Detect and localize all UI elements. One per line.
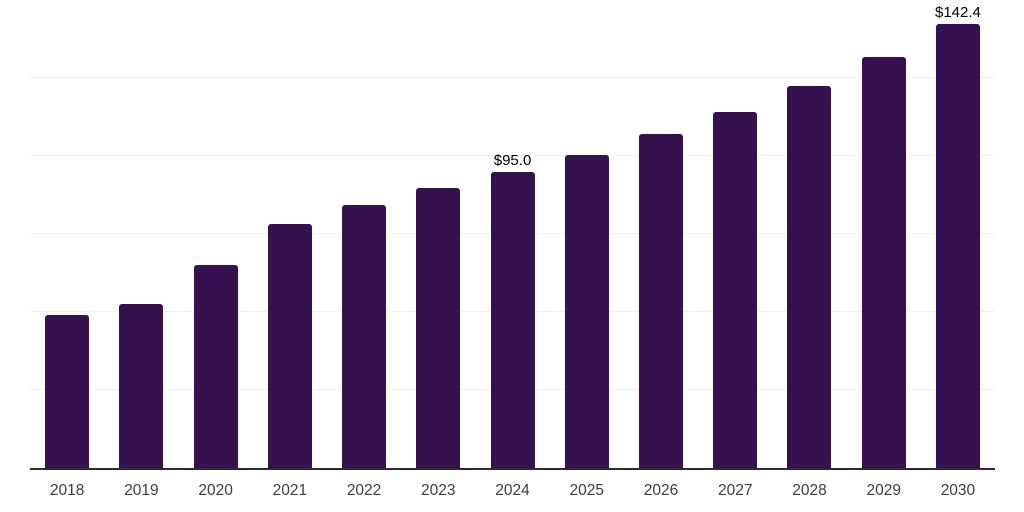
x-tick-label: 2024: [495, 482, 530, 499]
x-tick-label: 2025: [569, 482, 604, 499]
bars: $95.0 $142.4: [30, 0, 995, 468]
gridline: [30, 155, 995, 156]
bar-slot: [178, 0, 252, 468]
bar-slot: [104, 0, 178, 468]
bar-value-label: $95.0: [493, 151, 532, 169]
bar: [193, 264, 238, 468]
bar-slot: [401, 0, 475, 468]
bar: [45, 314, 90, 468]
bar: [638, 133, 683, 468]
bar: [861, 57, 906, 468]
bar: [342, 204, 387, 468]
bar-slot: [847, 0, 921, 468]
bar-slot: [698, 0, 772, 468]
x-tick-label: 2027: [717, 482, 753, 499]
bar-slot: [550, 0, 624, 468]
bar: [935, 23, 980, 468]
x-tick-label: 2029: [866, 482, 901, 499]
bar-slot: [30, 0, 104, 468]
bar-slot: [772, 0, 846, 468]
x-tick-label: 2023: [421, 482, 456, 499]
x-tick-label: 2021: [272, 482, 308, 499]
bar: [564, 154, 609, 468]
bar: [416, 187, 461, 468]
bar-slot: [253, 0, 327, 468]
x-tick-label: 2018: [49, 482, 85, 499]
gridline: [30, 77, 995, 78]
plot-area: $95.0 $142.4: [30, 0, 995, 470]
bar: [787, 86, 832, 468]
bar: [490, 171, 535, 468]
x-tick-label: 2030: [940, 482, 976, 499]
x-tick-label: 2026: [643, 482, 679, 499]
bar-slot: $142.4: [921, 0, 995, 468]
bar-slot: $95.0: [475, 0, 549, 468]
x-axis-labels: 2018 2019 2020 2021 2022 2023 2024 2025 2026 2027…: [30, 470, 995, 512]
bar-slot: [624, 0, 698, 468]
bar: [267, 223, 312, 468]
x-tick-label: 2019: [124, 482, 159, 499]
x-tick-label: 2022: [346, 482, 382, 499]
bar-slot: [327, 0, 401, 468]
bar: [119, 303, 164, 468]
x-tick-label: 2020: [198, 482, 233, 499]
bar-value-label: $142.4: [934, 3, 981, 21]
x-tick-label: 2028: [792, 482, 827, 499]
bar: [713, 112, 758, 468]
